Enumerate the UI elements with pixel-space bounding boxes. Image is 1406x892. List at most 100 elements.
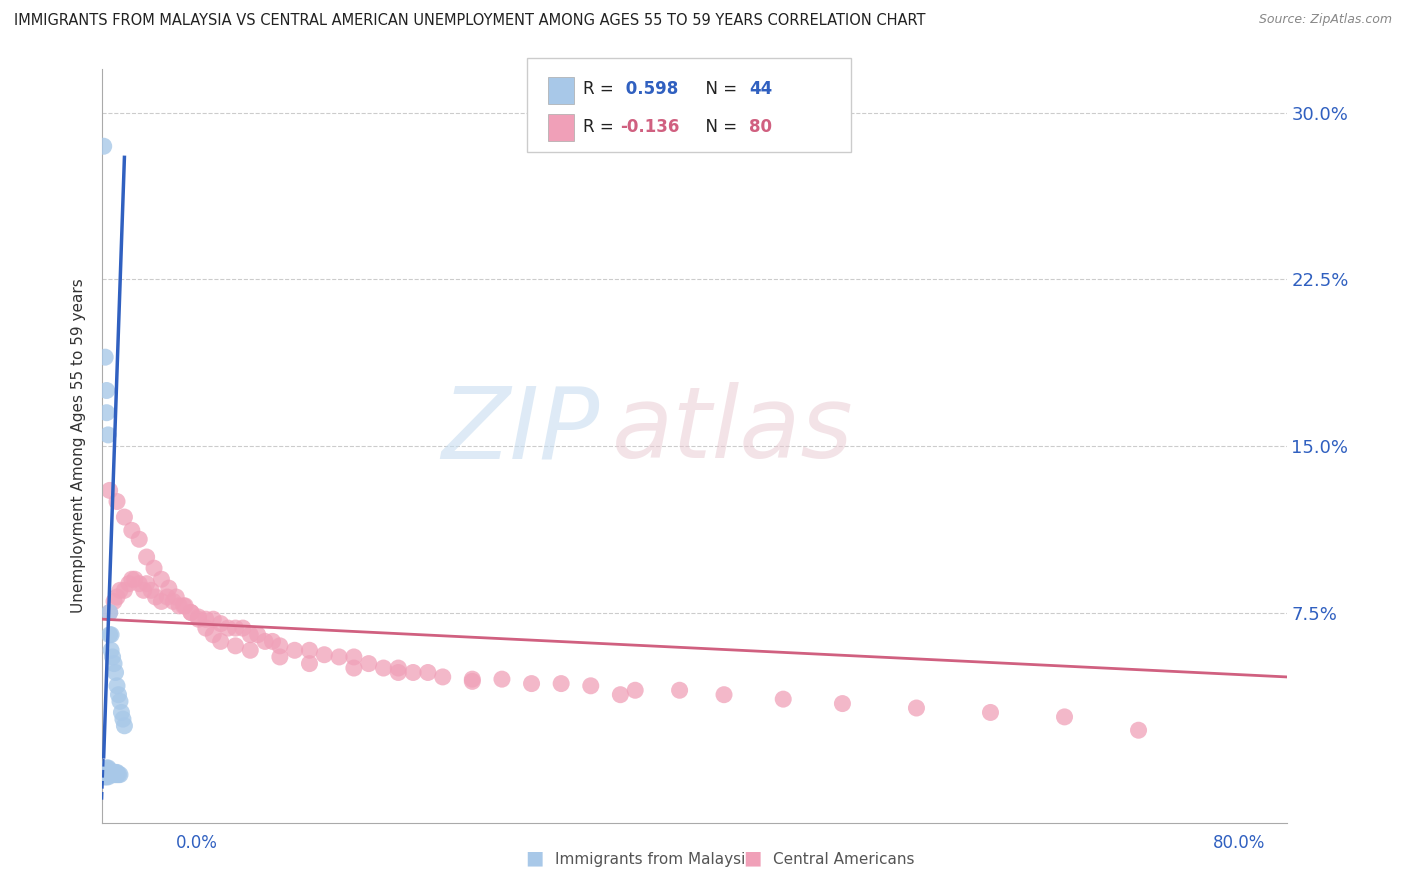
Point xyxy=(110,706,132,720)
Point xyxy=(107,767,129,781)
Text: 80.0%: 80.0% xyxy=(1213,834,1265,852)
Y-axis label: Unemployment Among Ages 55 to 59 years: Unemployment Among Ages 55 to 59 years xyxy=(72,278,86,614)
Point xyxy=(105,767,128,781)
Point xyxy=(609,688,631,702)
Point xyxy=(328,649,350,664)
Point xyxy=(93,139,115,153)
Point xyxy=(100,628,122,642)
Point xyxy=(269,649,291,664)
Point xyxy=(100,765,122,780)
Text: Immigrants from Malaysia: Immigrants from Malaysia xyxy=(555,852,755,867)
Point xyxy=(96,761,118,775)
Point xyxy=(97,770,120,784)
Point xyxy=(187,612,209,626)
Point xyxy=(905,701,928,715)
Point xyxy=(101,765,124,780)
Point xyxy=(98,763,121,777)
Point xyxy=(461,672,484,686)
Point xyxy=(209,634,232,648)
Text: atlas: atlas xyxy=(612,383,853,479)
Point xyxy=(101,649,124,664)
Point xyxy=(94,763,117,777)
Point xyxy=(93,767,115,781)
Point xyxy=(112,583,135,598)
Point xyxy=(96,765,118,780)
Point xyxy=(143,561,166,575)
Point xyxy=(831,697,853,711)
Point xyxy=(107,688,129,702)
Point xyxy=(180,606,202,620)
Point xyxy=(97,761,120,775)
Point xyxy=(1053,710,1076,724)
Text: Central Americans: Central Americans xyxy=(773,852,915,867)
Point xyxy=(135,549,157,564)
Point xyxy=(387,665,409,680)
Point xyxy=(96,384,118,398)
Point xyxy=(167,599,190,613)
Point xyxy=(103,765,125,780)
Point xyxy=(194,612,217,626)
Point xyxy=(173,599,195,613)
Point xyxy=(93,770,115,784)
Point xyxy=(103,767,125,781)
Point xyxy=(104,767,127,781)
Text: 0.598: 0.598 xyxy=(620,80,678,98)
Text: ■: ■ xyxy=(524,848,544,867)
Text: R =: R = xyxy=(583,80,620,98)
Point xyxy=(432,670,454,684)
Point xyxy=(262,634,284,648)
Point xyxy=(98,483,121,498)
Point xyxy=(772,692,794,706)
Point xyxy=(121,572,143,586)
Point xyxy=(402,665,425,680)
Point xyxy=(139,583,162,598)
Text: IMMIGRANTS FROM MALAYSIA VS CENTRAL AMERICAN UNEMPLOYMENT AMONG AGES 55 TO 59 YE: IMMIGRANTS FROM MALAYSIA VS CENTRAL AMER… xyxy=(14,13,925,29)
Text: ZIP: ZIP xyxy=(441,383,599,479)
Point xyxy=(150,572,173,586)
Text: 44: 44 xyxy=(749,80,773,98)
Point xyxy=(105,590,128,604)
Point xyxy=(121,524,143,538)
Point xyxy=(373,661,395,675)
Point xyxy=(491,672,513,686)
Text: -0.136: -0.136 xyxy=(620,118,679,136)
Point xyxy=(132,583,155,598)
Point xyxy=(108,767,131,781)
Point xyxy=(111,712,134,726)
Point xyxy=(1128,723,1150,738)
Text: N =: N = xyxy=(695,80,742,98)
Text: 80: 80 xyxy=(749,118,772,136)
Point xyxy=(97,428,120,442)
Point xyxy=(343,661,366,675)
Point xyxy=(550,676,572,690)
Point xyxy=(668,683,690,698)
Point xyxy=(209,616,232,631)
Point xyxy=(520,676,543,690)
Point xyxy=(100,643,122,657)
Point xyxy=(298,657,321,671)
Point xyxy=(128,576,150,591)
Point xyxy=(103,594,125,608)
Text: Source: ZipAtlas.com: Source: ZipAtlas.com xyxy=(1258,13,1392,27)
Point xyxy=(232,621,254,635)
Point xyxy=(145,590,167,604)
Point xyxy=(357,657,380,671)
Point xyxy=(104,665,127,680)
Point xyxy=(98,606,121,620)
Text: 0.0%: 0.0% xyxy=(176,834,218,852)
Point xyxy=(194,621,217,635)
Point xyxy=(217,621,239,635)
Point xyxy=(254,634,277,648)
Point xyxy=(579,679,602,693)
Point xyxy=(94,350,117,364)
Point xyxy=(180,606,202,620)
Point xyxy=(96,406,118,420)
Point xyxy=(461,674,484,689)
Point xyxy=(387,661,409,675)
Text: N =: N = xyxy=(695,118,742,136)
Text: ■: ■ xyxy=(742,848,762,867)
Point xyxy=(157,581,180,595)
Point xyxy=(314,648,336,662)
Point xyxy=(93,765,115,780)
Point xyxy=(246,628,269,642)
